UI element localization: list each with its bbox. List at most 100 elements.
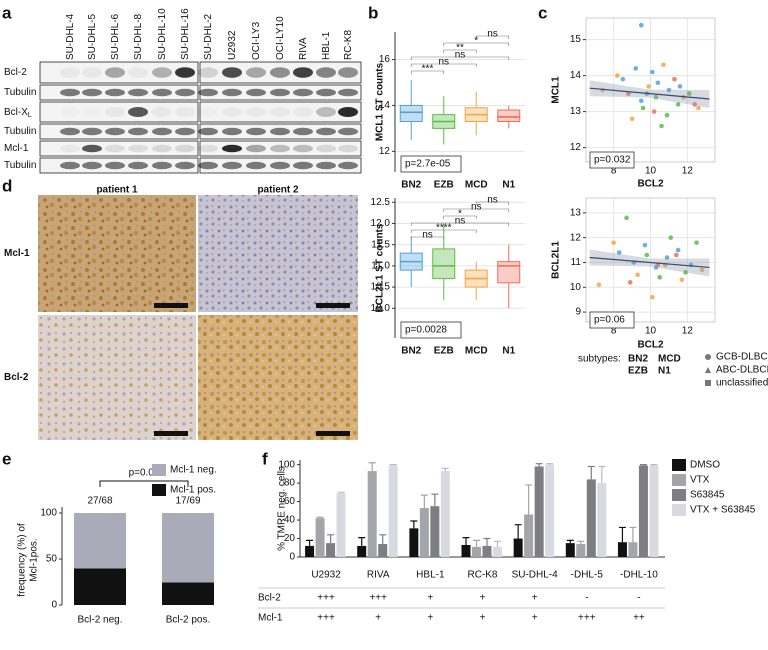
point — [624, 215, 629, 221]
column-header: patient 2 — [257, 185, 299, 196]
error-bar — [420, 494, 428, 509]
x-tick-label: N1 — [502, 180, 515, 191]
x-tick-label: MCD — [465, 346, 488, 357]
blot-band — [338, 88, 358, 97]
bar-segment — [74, 568, 126, 605]
blot-band — [128, 67, 148, 78]
point — [638, 22, 644, 28]
error-bar — [525, 484, 533, 515]
x-axis-label: BCL2 — [637, 340, 664, 351]
significance-label: * — [474, 36, 478, 47]
blot-band — [293, 67, 313, 78]
blot-band — [222, 161, 242, 170]
blot-band — [82, 161, 102, 170]
point — [596, 282, 602, 288]
blot-band — [198, 88, 218, 97]
significance-label: ns — [422, 230, 433, 241]
significance-label: * — [458, 209, 462, 220]
bar — [388, 465, 398, 557]
x-tick-label: 8 — [611, 166, 617, 177]
plot-frame — [585, 197, 716, 323]
legend-shape — [705, 380, 711, 386]
legend-label: Mcl-1 pos. — [170, 485, 216, 496]
bar-label: 27/68 — [87, 496, 112, 507]
y-tick-label: 12.5 — [371, 197, 391, 208]
bar — [586, 479, 596, 557]
blot-band — [128, 127, 148, 136]
point — [664, 112, 670, 118]
blot-band — [60, 107, 80, 117]
error-bar — [368, 462, 376, 472]
blot-band — [60, 127, 80, 136]
row-label: Bcl-2 — [4, 67, 27, 78]
blot-band — [316, 107, 336, 117]
point — [672, 76, 677, 82]
box — [497, 261, 521, 284]
blot-band — [82, 88, 102, 97]
significance-label: ns — [455, 216, 466, 227]
bar — [565, 543, 575, 557]
point — [633, 66, 639, 71]
legend-label: VTX + S63845 — [690, 505, 756, 516]
scale-bar — [154, 303, 188, 308]
error-bar — [598, 465, 606, 484]
bar — [493, 546, 502, 557]
x-tick-label: -DHL-10 — [620, 570, 658, 581]
cell-line-label: OCI-LY10 — [275, 16, 286, 60]
legend-label: DMSO — [690, 460, 720, 471]
column-header: patient 1 — [96, 185, 138, 196]
x-tick-label: Bcl-2 pos. — [166, 615, 210, 626]
point — [620, 76, 626, 82]
x-tick-label: 10 — [645, 166, 657, 177]
point — [696, 105, 701, 111]
legend-swatch — [672, 504, 686, 516]
bracket — [443, 208, 510, 212]
blot-band — [316, 67, 336, 78]
y-tick-label: 0 — [289, 552, 295, 563]
bracket — [410, 56, 510, 60]
bar — [440, 471, 450, 557]
error-bar — [587, 465, 595, 480]
blot-band — [175, 161, 195, 170]
point — [679, 277, 685, 283]
bracket — [410, 222, 510, 226]
blot-band — [175, 127, 195, 136]
table-cell: + — [480, 593, 486, 604]
legend-shape — [705, 354, 711, 360]
bracket — [410, 63, 477, 67]
blot-band — [82, 144, 102, 153]
y-axis-label: % TMRE neg. cells — [277, 466, 288, 551]
point — [650, 69, 655, 75]
bar — [315, 518, 325, 557]
annotation-box — [400, 321, 462, 339]
error-bar — [306, 539, 314, 546]
blot-band — [293, 161, 313, 170]
point — [650, 294, 655, 300]
panel-letter: c — [538, 3, 547, 22]
blot-band — [198, 161, 218, 170]
blot-band — [128, 107, 148, 117]
point — [635, 272, 640, 278]
x-tick-label: U2932 — [311, 570, 341, 581]
blot-band — [152, 161, 172, 170]
row-label: Tubulin — [4, 126, 36, 137]
legend-swatch — [152, 484, 166, 496]
table-cell: +++ — [317, 593, 335, 604]
y-tick-label: 15 — [570, 34, 582, 45]
table-cell: + — [480, 613, 486, 624]
error-bar — [639, 464, 647, 466]
error-bar — [473, 539, 480, 547]
y-tick-label: 14 — [379, 100, 391, 111]
blot-band — [270, 88, 290, 97]
row-label: Mcl-1 — [4, 143, 29, 154]
blot-band — [175, 67, 195, 78]
y-axis-label: MCL1 — [551, 76, 562, 104]
bar-segment — [162, 513, 214, 583]
error-bar — [358, 537, 366, 546]
y-tick-label: 20 — [284, 533, 296, 544]
cell-line-label: SU-DHL-16 — [180, 8, 191, 60]
x-tick-label: RIVA — [367, 570, 390, 581]
row-label-text: Bcl-X — [4, 107, 28, 118]
cell-line-label: SU-DHL-4 — [65, 13, 76, 60]
